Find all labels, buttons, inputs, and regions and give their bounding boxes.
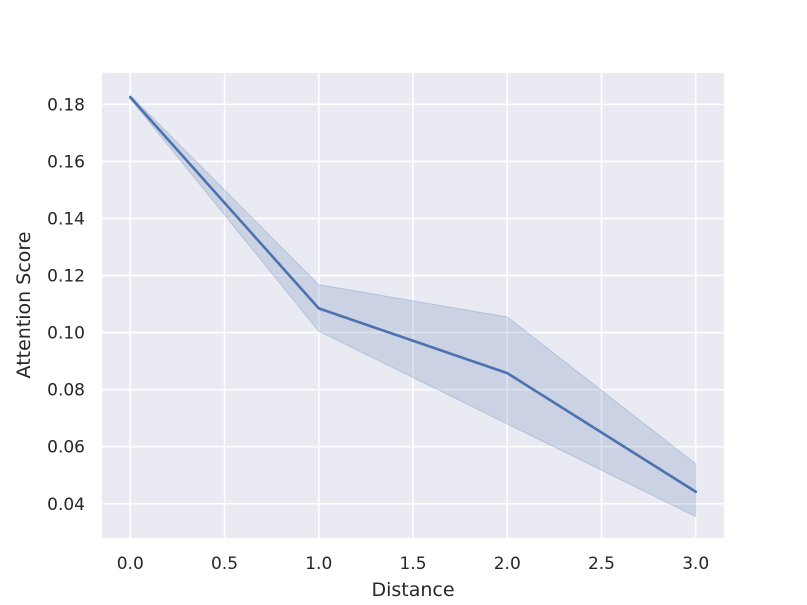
x-gridlines xyxy=(129,73,697,538)
y-tick-label: 0.12 xyxy=(47,267,85,287)
x-tick-label: 2.5 xyxy=(588,554,615,574)
x-axis-label: Distance xyxy=(371,579,454,601)
y-tick-label: 0.16 xyxy=(47,152,85,172)
y-gridlines xyxy=(102,103,724,505)
series-lines xyxy=(128,95,698,494)
y-tick-labels: 0.04 0.06 0.08 0.10 0.12 0.14 0.16 0.18 xyxy=(47,95,85,514)
confidence-bands xyxy=(129,94,697,518)
series-line xyxy=(128,95,698,494)
y-tick-label: 0.10 xyxy=(47,324,85,344)
y-tick-label: 0.14 xyxy=(47,209,85,229)
y-tick-label: 0.04 xyxy=(47,495,85,515)
x-tick-label: 2.0 xyxy=(494,554,521,574)
x-tick-label: 1.0 xyxy=(305,554,332,574)
y-tick-label: 0.18 xyxy=(47,95,85,115)
x-tick-label: 0.5 xyxy=(211,554,238,574)
x-tick-label: 3.0 xyxy=(682,554,709,574)
x-tick-label: 1.5 xyxy=(399,554,426,574)
confidence-band xyxy=(129,94,697,518)
y-tick-label: 0.06 xyxy=(47,438,85,458)
y-axis-label: Attention Score xyxy=(13,232,35,379)
x-tick-label: 0.0 xyxy=(117,554,144,574)
x-tick-labels: 0.0 0.5 1.0 1.5 2.0 2.5 3.0 xyxy=(117,554,710,574)
y-tick-label: 0.08 xyxy=(47,381,85,401)
